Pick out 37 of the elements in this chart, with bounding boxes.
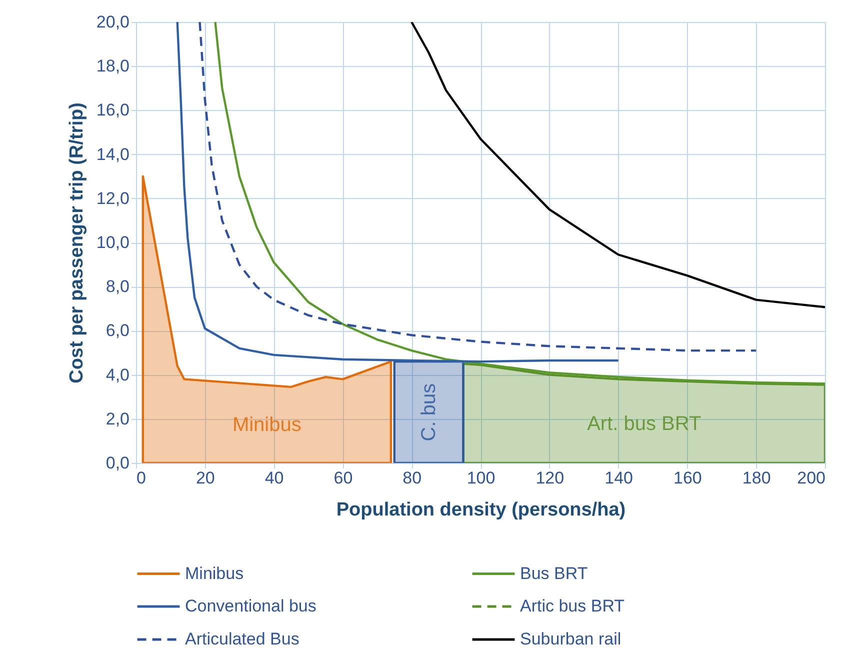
legend-label: Conventional bus: [185, 596, 316, 616]
annotation: Art. bus BRT: [587, 412, 702, 435]
y-axis-title: Cost per passenger trip (R/trip): [66, 102, 88, 384]
annotation: C. bus: [418, 383, 440, 442]
x-tick-label: 80: [402, 468, 422, 488]
legend-label: Artic bus BRT: [520, 596, 625, 616]
y-tick-label: 14,0: [96, 144, 130, 164]
legend-label: Minibus: [185, 564, 244, 583]
y-tick-label: 16,0: [96, 100, 130, 120]
y-tick-label: 10,0: [96, 233, 130, 252]
legend-label: Suburban rail: [520, 630, 622, 648]
line-series: [214, 22, 825, 385]
y-tick-label: 2,0: [106, 409, 130, 428]
x-tick-label: 200: [797, 468, 826, 488]
y-tick-label: 20,0: [96, 12, 130, 32]
x-tick-label: 60: [334, 468, 353, 488]
annotation: Minibus: [232, 414, 302, 436]
line-series: [410, 22, 825, 308]
line-series: [176, 22, 620, 363]
y-tick-label: 6,0: [106, 321, 130, 340]
x-tick-label: 20: [196, 468, 215, 488]
legend-label: Bus BRT: [520, 564, 588, 583]
y-tick-label: 0,0: [106, 454, 130, 472]
x-tick-label: 0: [136, 468, 146, 488]
legend-label: Articulated Bus: [185, 630, 300, 648]
x-tick-label: 40: [264, 468, 284, 488]
x-tick-label: 140: [604, 468, 633, 488]
x-tick-label: 100: [466, 468, 496, 488]
x-tick-label: 160: [674, 468, 702, 488]
x-tick-label: 180: [742, 468, 771, 488]
line-series: [198, 22, 758, 352]
y-tick-label: 4,0: [106, 365, 130, 384]
x-axis-title: Population density (persons/ha): [336, 500, 626, 520]
y-tick-label: 8,0: [106, 277, 130, 296]
y-tick-label: 18,0: [96, 56, 130, 76]
y-tick-label: 12,0: [96, 188, 130, 208]
x-tick-label: 120: [536, 468, 564, 488]
